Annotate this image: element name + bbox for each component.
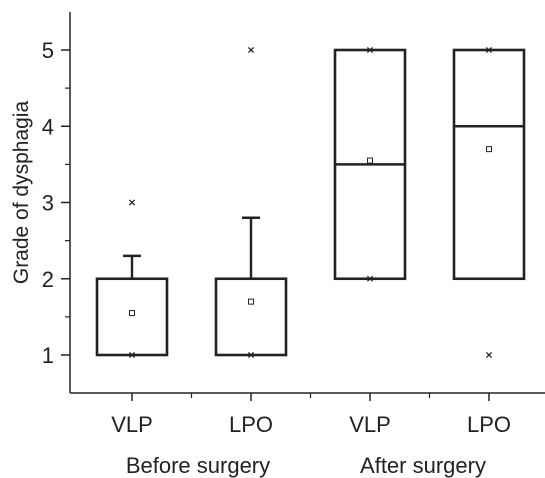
- box-rect: [214, 277, 288, 357]
- mean-marker: [129, 310, 135, 317]
- box-rect: [452, 48, 526, 281]
- group-labels: Before surgery After surgery: [126, 453, 486, 478]
- box-3: [333, 46, 407, 282]
- box-rect: [95, 277, 169, 357]
- x-tick-label: LPO: [467, 412, 511, 437]
- mean-marker: [367, 157, 373, 164]
- mean-marker: [486, 146, 492, 153]
- y-axis-title: Grade of dysphagia: [10, 101, 33, 285]
- group-label: After surgery: [360, 453, 486, 478]
- max-marker: [366, 46, 374, 54]
- group-label: Before surgery: [126, 453, 270, 478]
- min-marker: [128, 351, 136, 359]
- box-1: [95, 199, 169, 359]
- box-4: [452, 46, 526, 359]
- x-ticks: [131, 393, 490, 401]
- x-tick-label: VLP: [111, 412, 153, 437]
- y-tick-label: 5: [42, 38, 54, 63]
- min-marker: [366, 275, 374, 282]
- max-marker: [485, 46, 493, 54]
- x-tick-labels: VLP LPO VLP LPO: [111, 412, 511, 437]
- y-tick-label: 3: [42, 191, 54, 216]
- x-tick-label: LPO: [229, 412, 273, 437]
- x-tick-label: VLP: [349, 412, 391, 437]
- axes: [69, 12, 545, 394]
- box-series: [95, 46, 526, 359]
- min-marker: [485, 351, 493, 359]
- max-marker: [247, 46, 255, 54]
- min-marker: [247, 351, 255, 359]
- y-ticks: 1 2 3 4 5: [42, 38, 70, 368]
- max-marker: [128, 199, 136, 206]
- y-tick-label: 1: [42, 343, 54, 368]
- y-tick-label: 4: [42, 114, 54, 139]
- mean-marker: [248, 298, 254, 305]
- box-2: [214, 46, 288, 359]
- y-tick-label: 2: [42, 267, 54, 292]
